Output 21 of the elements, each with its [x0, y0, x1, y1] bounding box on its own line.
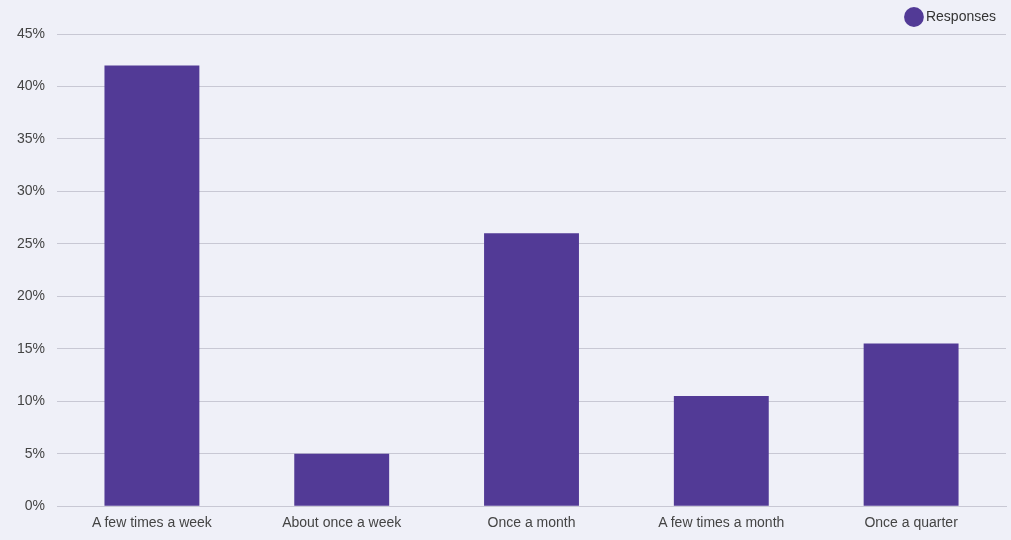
x-tick-label: About once a week [282, 514, 403, 531]
y-tick-label: 5% [24, 444, 46, 461]
y-tick-label: 40% [16, 77, 46, 94]
y-tick-label: 15% [16, 339, 46, 356]
y-tick-label: 30% [16, 182, 46, 199]
bar [863, 343, 959, 506]
bar [484, 233, 579, 506]
y-tick-label: 20% [16, 287, 46, 304]
x-tick-label: Once a quarter [864, 514, 959, 531]
y-tick-label: 45% [16, 24, 46, 41]
bar [294, 453, 390, 506]
legend-label: Responses [925, 7, 997, 24]
y-tick-label: 25% [16, 234, 46, 251]
x-tick-label: A few times a month [658, 514, 785, 531]
x-tick-label: Once a month [487, 514, 576, 531]
bar [673, 396, 769, 506]
bar [104, 65, 200, 506]
x-tick-label: A few times a week [92, 514, 213, 531]
y-tick-label: 35% [16, 129, 46, 146]
y-tick-label: 0% [24, 497, 46, 514]
y-tick-label: 10% [16, 392, 46, 409]
